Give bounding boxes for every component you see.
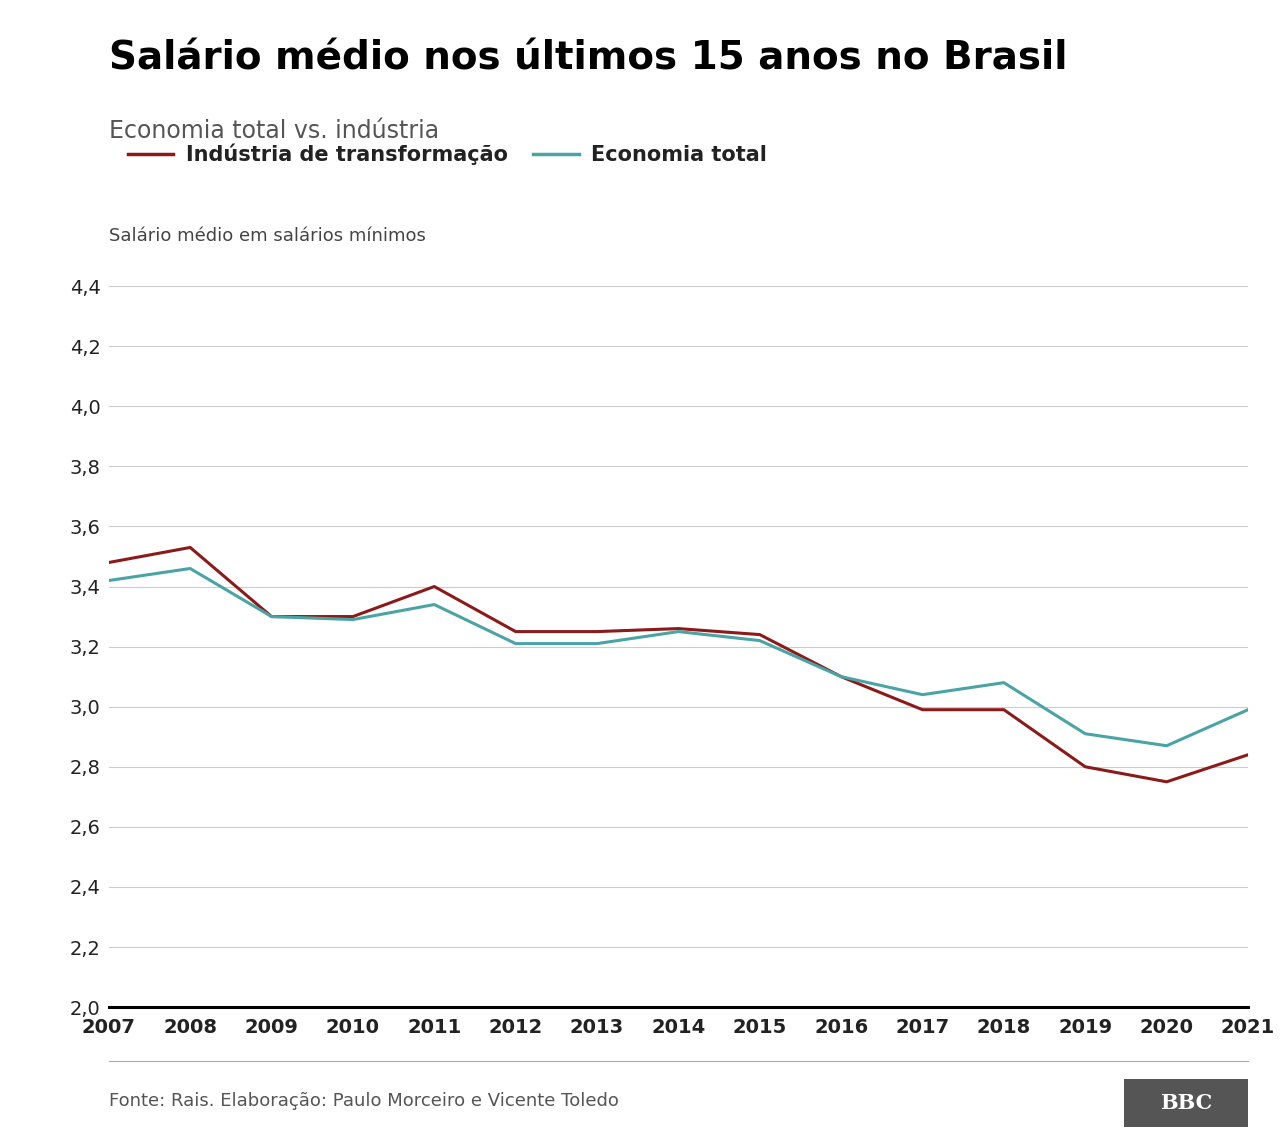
Text: BBC: BBC xyxy=(1160,1092,1212,1113)
Text: Salário médio nos últimos 15 anos no Brasil: Salário médio nos últimos 15 anos no Bra… xyxy=(109,40,1068,77)
Legend: Indústria de transformação, Economia total: Indústria de transformação, Economia tot… xyxy=(119,135,776,173)
Text: Economia total vs. indústria: Economia total vs. indústria xyxy=(109,119,439,143)
Text: Salário médio em salários mínimos: Salário médio em salários mínimos xyxy=(109,226,426,245)
Text: Fonte: Rais. Elaboração: Paulo Morceiro e Vicente Toledo: Fonte: Rais. Elaboração: Paulo Morceiro … xyxy=(109,1091,618,1110)
